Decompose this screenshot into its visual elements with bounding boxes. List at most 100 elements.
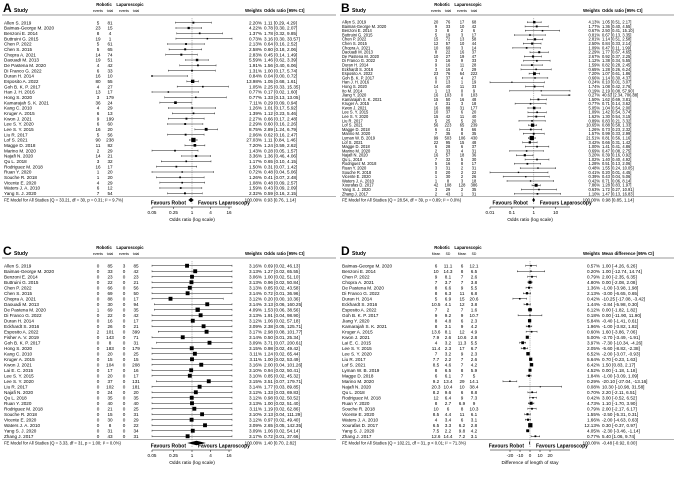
g2-value-2: 399 — [132, 329, 140, 334]
g2-value-2: 3.1 — [471, 417, 478, 422]
study-effect-ci: -1.00 [-3.82, 1.82] — [602, 324, 638, 329]
g1-value-2: 9.2 — [445, 313, 452, 318]
study-effect-ci: 2.89 [1.24, 6.79] — [264, 127, 297, 132]
study-effect-ci: 0.51 [0.13, 2.06] — [602, 161, 631, 166]
g2-value-2: 9 — [473, 401, 476, 406]
g1-value-2: 183 — [106, 346, 114, 351]
study-effect-ci: 0.62 [0.16, 2.47] — [264, 132, 297, 137]
effect-square — [536, 193, 539, 195]
g1-value-2: 16 — [446, 63, 451, 68]
forest-plot-C: C Study Robotic Laparoscopic events total even… — [2, 244, 336, 466]
g2-value-1: 11 — [460, 84, 465, 89]
g2-value-2: 2.8 — [471, 423, 478, 428]
summary-weight: 100.00% — [245, 441, 262, 446]
g2-value-2: 21 — [133, 324, 139, 329]
study-name: Souche R. 2018 — [342, 406, 375, 411]
effect-square — [527, 374, 531, 377]
study-weight: 5.64% — [587, 357, 600, 362]
study-effect-ci: 0.65 [0.10, 4.15] — [264, 159, 297, 164]
effect-square — [180, 53, 183, 56]
study-effect-ci: 1.05 [0.51, 2.17] — [602, 20, 631, 25]
g1-value-1: 1 — [435, 178, 438, 183]
g1-value-1: 80 — [95, 79, 101, 84]
g1-value-1: 10 — [433, 406, 439, 411]
g1-value-1: 0 — [97, 340, 100, 345]
study-name: Hong S. 2020 — [4, 95, 33, 100]
g1-value-1: 3 — [97, 95, 100, 100]
effect-square — [185, 43, 187, 45]
study-effect-ci: 0.17 [0.02, 1.60] — [264, 90, 297, 95]
g2-value-1: 9 — [461, 395, 464, 400]
g2-value-2: 1.6 — [471, 307, 478, 312]
summary-label: FE Model for All Studies (Q = 33.21, df … — [4, 198, 124, 203]
g1-value-1: 11.4 — [432, 346, 441, 351]
panel-label: D — [341, 244, 350, 258]
g1-value-2: 20 — [107, 175, 113, 180]
g1-value-2: 2.3 — [445, 346, 452, 351]
g2-value-2: 12.1 — [470, 263, 479, 268]
g1-value-2: 29 — [107, 180, 113, 185]
header-weights: Weights — [583, 251, 601, 256]
g2-value-2: 48 — [472, 97, 477, 102]
header-group1: Robotic — [434, 2, 450, 7]
study-name: Duran H. 2014 — [4, 74, 34, 79]
header-g2-col1: events — [457, 9, 467, 13]
g2-value-1: 64 — [460, 71, 465, 76]
g1-value-1: 0 — [97, 346, 100, 351]
g2-value-2: 33 — [472, 84, 477, 89]
g1-value-1: 0 — [97, 362, 100, 367]
g2-value-1: 1 — [461, 191, 464, 196]
g1-value-2: 22 — [446, 50, 451, 55]
study-weight: 1.08% — [249, 180, 262, 185]
g1-value-1: 9 — [97, 116, 100, 121]
effect-square — [528, 368, 532, 372]
g2-value-1: 8 — [461, 406, 464, 411]
summary-effect-ci: -0.48 [-0.92, 0.00] — [602, 441, 637, 446]
study-name: Baimas-George M. 2020 — [4, 26, 54, 31]
g2-value-2: 40 — [472, 114, 477, 119]
study-effect-ci: 0.84 [0.33, 2.14] — [602, 41, 631, 46]
effect-square — [532, 132, 535, 135]
g1-value-2: 24 — [107, 100, 113, 105]
g1-value-2: 16 — [446, 161, 451, 166]
g1-value-2: 76 — [446, 71, 451, 76]
effect-square — [184, 48, 187, 51]
x-tick-label: 20 — [547, 453, 553, 458]
effect-square — [529, 363, 534, 367]
header-study: Study — [14, 251, 28, 257]
g1-value-1: 6 — [97, 111, 100, 116]
effect-square — [151, 75, 153, 77]
study-name: Rodriguez M. 2018 — [4, 164, 43, 169]
effect-square — [536, 158, 538, 161]
study-weight: 3.12% — [249, 390, 262, 395]
study-effect-ci: 1.06 [0.02, 57.18] — [264, 318, 300, 323]
study-name: Yang S. J. 2020 — [4, 191, 37, 196]
study-weight: 2.06% — [249, 132, 262, 137]
study-name: Benzoni E. 2014 — [4, 31, 38, 36]
g1-value-1: 3 — [435, 166, 438, 171]
g1-value-1: 5 — [97, 42, 100, 47]
g2-value-2: 31 — [133, 340, 139, 345]
effect-square — [535, 68, 537, 71]
g2-value-2: 17 — [133, 296, 139, 301]
effect-square — [190, 401, 194, 406]
study-weight: 1.31% — [249, 68, 262, 73]
study-weight: 0.70% — [587, 390, 600, 395]
g2-value-2: 17 — [472, 161, 477, 166]
g2-value-1: 5 — [461, 157, 464, 162]
g1-value-2: 6.1 — [445, 373, 452, 378]
g2-value-1: 0 — [123, 280, 126, 285]
g2-value-2: 23 — [133, 274, 139, 279]
study-weight: 5.05% — [588, 105, 600, 110]
g2-value-1: 0 — [123, 395, 126, 400]
header-g1-col2: total — [107, 252, 114, 256]
study-name: Kruger A. 2015 — [342, 101, 370, 106]
study-effect-ci: 0.94 [0.02, 50.41] — [264, 368, 300, 373]
g2-value-2: 31 — [133, 412, 139, 417]
g2-value-2: 38.4 — [470, 384, 479, 389]
g2-value-1: 0 — [123, 357, 126, 362]
g1-value-2: 21 — [107, 154, 113, 159]
study-weight: 4.09% — [249, 307, 262, 312]
study-effect-ci: 1.11 [0.84, 1.46] — [264, 138, 297, 143]
study-weight: 0.72% — [249, 170, 262, 175]
